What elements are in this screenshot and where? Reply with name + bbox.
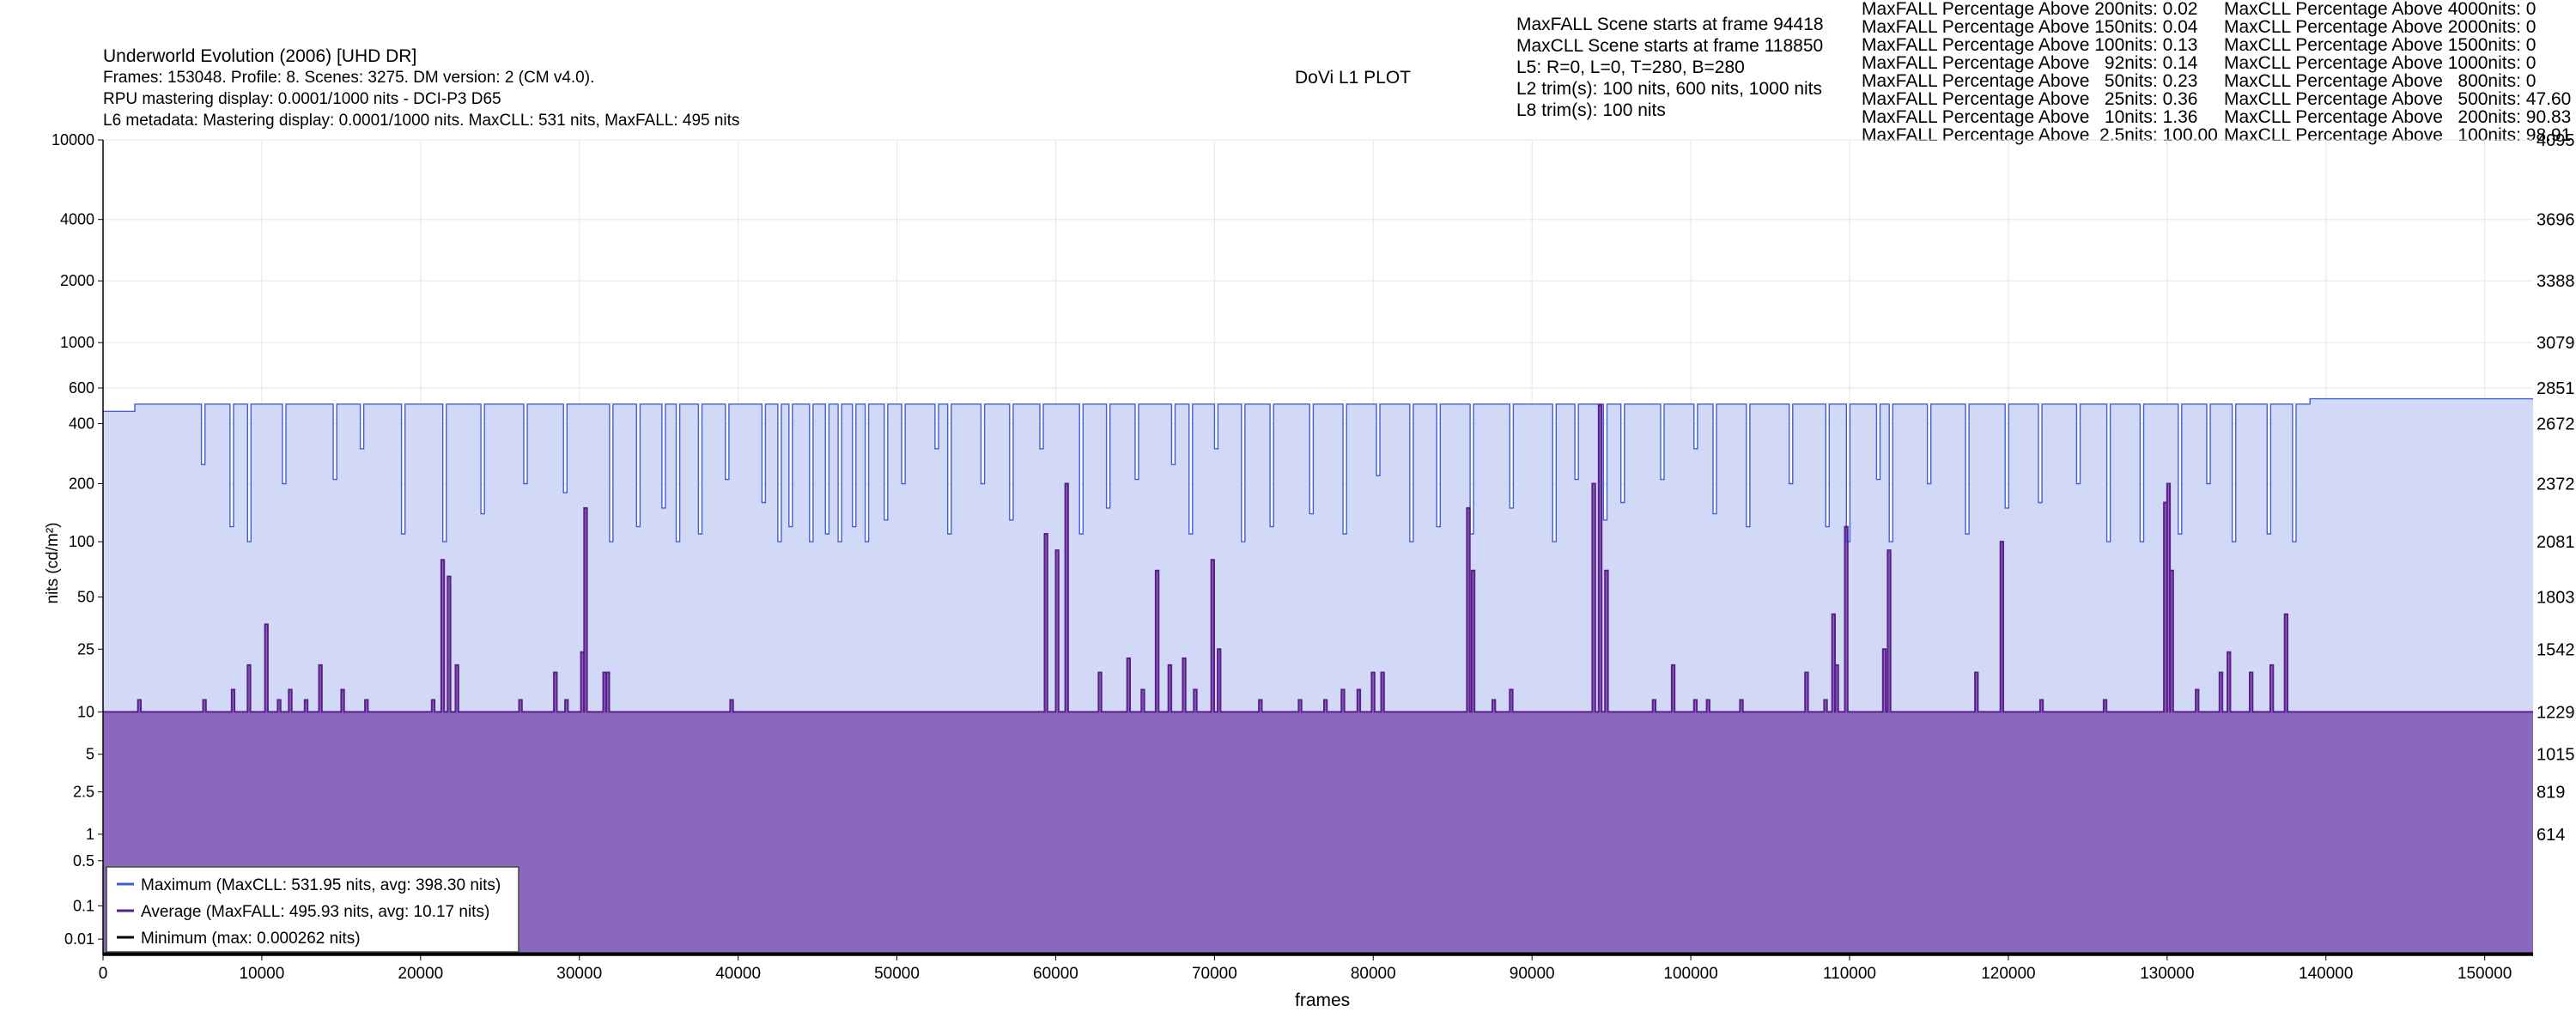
x-tick-label: 40000 [715,965,761,983]
info-line: MaxCLL Scene starts at frame 118850 [1516,36,1824,56]
x-tick-label: 100000 [1663,965,1717,983]
x-tick-label: 120000 [1981,965,2035,983]
maxcll-pct-line: MaxCLL Percentage Above 4000nits: 0 [2224,0,2537,19]
y2-tick-label: 2851 [2537,379,2575,398]
y2-tick-label: 2081 [2537,533,2575,552]
info-line: L5: R=0, L=0, T=280, B=280 [1516,58,1745,77]
y-tick-label: 2000 [60,272,94,289]
maxcll-pct-line: MaxCLL Percentage Above 500nits: 47.60 [2224,89,2572,109]
maxcll-pct-line: MaxCLL Percentage Above 1500nits: 0 [2224,35,2537,55]
plot-label: DoVi L1 PLOT [1295,68,1412,88]
maxcll-pct-line: MaxCLL Percentage Above 800nits: 0 [2224,71,2537,91]
legend-box [106,866,519,953]
y2-tick-label: 2372 [2537,475,2575,494]
x-tick-label: 90000 [1510,965,1555,983]
y2-tick-label: 1229 [2537,703,2575,722]
maxcll-pct-line: MaxCLL Percentage Above 100nits: 98.91 [2224,125,2572,145]
y-tick-label: 5 [86,746,94,763]
rpu-mastering-info: RPU mastering display: 0.0001/1000 nits … [103,90,501,108]
maxfall-pct-line: MaxFALL Percentage Above 2.5nits: 100.00 [1862,125,2218,145]
y-tick-label: 100 [69,533,94,550]
x-tick-label: 30000 [556,965,602,983]
avg-series-line [103,403,2533,713]
maxfall-pct-line: MaxFALL Percentage Above 50nits: 0.23 [1862,71,2198,91]
y-tick-label: 1 [86,826,94,843]
x-tick-label: 0 [99,965,108,983]
maxfall-pct-line: MaxFALL Percentage Above 10nits: 1.36 [1862,107,2198,127]
y2-tick-label: 819 [2537,784,2565,803]
chart-title: Underworld Evolution (2006) [UHD DR] [103,46,417,66]
legend-entry: Minimum (max: 0.000262 nits) [141,930,361,948]
y2-tick-label: 3079 [2537,334,2575,353]
x-tick-label: 50000 [874,965,920,983]
max-series-area [103,398,2533,956]
x-tick-label: 80000 [1351,965,1396,983]
x-tick-label: 140000 [2299,965,2353,983]
x-tick-label: 70000 [1192,965,1237,983]
legend-entry: Maximum (MaxCLL: 531.95 nits, avg: 398.3… [141,876,501,894]
y-tick-label: 600 [69,379,94,397]
x-tick-label: 130000 [2140,965,2194,983]
frames-info: Frames: 153048. Profile: 8. Scenes: 3275… [103,69,595,87]
maxfall-pct-line: MaxFALL Percentage Above 200nits: 0.02 [1862,0,2198,19]
info-line: L2 trim(s): 100 nits, 600 nits, 1000 nit… [1516,79,1823,99]
y-tick-label: 1000 [60,334,94,351]
y-tick-label: 0.5 [73,852,94,869]
max-series-line [103,397,2533,542]
legend-entry: Average (MaxFALL: 495.93 nits, avg: 10.1… [141,903,489,921]
series-lines [103,397,2533,955]
y-tick-label: 0.01 [64,930,94,948]
y-tick-label: 400 [69,415,94,433]
y-tick-label: 4000 [60,211,94,228]
y-tick-label: 200 [69,475,94,492]
maxcll-pct-line: MaxCLL Percentage Above 200nits: 90.83 [2224,107,2572,127]
x-axis-label: frames [1295,991,1351,1010]
axis-ticks: 0.01 0.1 0.5 1 2.5 5 10 25 50 100 200 400 600 1000 200… [52,131,2575,983]
y2-tick-label: 1803 [2537,589,2575,608]
x-tick-label: 10000 [239,965,284,983]
y2-tick-label: 1542 [2537,640,2575,659]
x-tick-label: 20000 [398,965,443,983]
maxfall-pct-line: MaxFALL Percentage Above 150nits: 0.04 [1862,17,2198,37]
y2-tick-label: 2672 [2537,415,2575,434]
avg-series-area [103,404,2533,955]
maxfall-pct-line: MaxFALL Percentage Above 92nits: 0.14 [1862,53,2198,73]
x-tick-label: 60000 [1033,965,1078,983]
y-tick-label: 2.5 [73,784,94,801]
maxcll-pct-line: MaxCLL Percentage Above 1000nits: 0 [2224,53,2537,73]
plot-frame [102,140,2533,956]
maxfall-pct-line: MaxFALL Percentage Above 100nits: 0.13 [1862,35,2198,55]
y2-tick-label: 1015 [2537,746,2575,765]
maxcll-pct-line: MaxCLL Percentage Above 2000nits: 0 [2224,17,2537,37]
y2-tick-label: 3696 [2537,211,2575,230]
info-line: L8 trim(s): 100 nits [1516,100,1666,120]
y-tick-label: 50 [77,589,94,606]
grid-lines [102,139,2533,955]
l6-metadata-info: L6 metadata: Mastering display: 0.0001/1… [103,112,740,130]
y-axis-label: nits (cd/m²) [44,522,62,604]
y-tick-label: 10 [77,703,94,720]
y-tick-label: 0.1 [73,897,94,914]
y2-tick-label: 614 [2537,826,2565,845]
x-tick-label: 150000 [2458,965,2512,983]
y2-tick-label: 3388 [2537,272,2575,291]
info-line: MaxFALL Scene starts at frame 94418 [1516,15,1824,34]
series-areas [103,398,2533,956]
x-tick-label: 110000 [1823,965,1876,983]
legend: Maximum (MaxCLL: 531.95 nits, avg: 398.3… [106,866,519,953]
y-tick-label: 10000 [52,131,94,148]
maxfall-pct-line: MaxFALL Percentage Above 25nits: 0.36 [1862,89,2198,109]
y-tick-label: 25 [77,640,94,657]
